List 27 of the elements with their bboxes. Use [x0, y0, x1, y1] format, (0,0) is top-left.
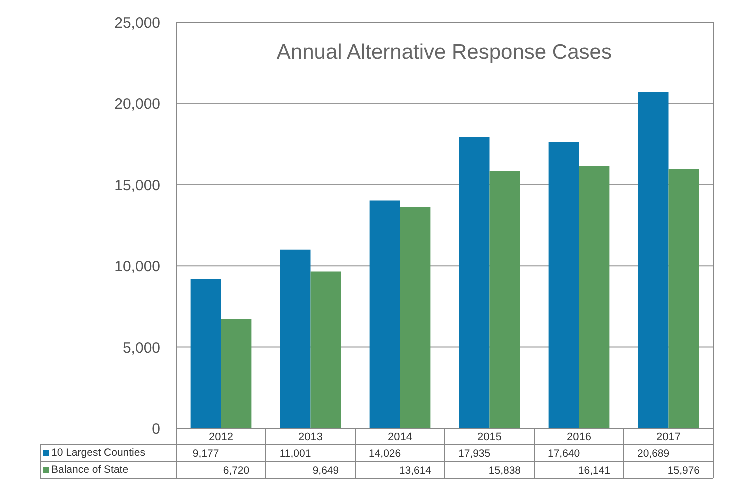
legend-label: Balance of State — [52, 464, 129, 476]
x-tick-label: 2012 — [209, 432, 234, 444]
data-label: 6,720 — [223, 465, 250, 477]
y-tick-label: 20,000 — [114, 96, 161, 114]
x-tick-label: 2015 — [478, 432, 502, 444]
text: Annual Alternative Response Cases — [276, 41, 612, 64]
data-label: 15,976 — [668, 465, 700, 477]
data-label: 17,935 — [458, 448, 491, 460]
y-tick-label: 5,000 — [122, 340, 161, 357]
data-label: 20,689 — [637, 448, 670, 460]
data-label: 16,141 — [578, 465, 611, 477]
y-tick-label: 0 — [152, 421, 160, 438]
x-tick-label: 2014 — [388, 432, 412, 444]
x-tick-label: 2016 — [567, 432, 592, 444]
y-tick-label: 10,000 — [114, 258, 161, 276]
data-label: 17,640 — [548, 448, 580, 460]
data-label: 13,614 — [399, 465, 432, 477]
data-label: 14,026 — [368, 448, 402, 460]
data-label: 9,649 — [312, 465, 340, 477]
data-label: 11,001 — [280, 448, 312, 460]
legend-label: 10 Largest Counties — [52, 447, 146, 459]
y-tick-label: 25,000 — [114, 15, 161, 32]
data-label: 9,177 — [192, 448, 220, 460]
x-tick-label: 2017 — [656, 432, 681, 444]
x-tick-label: 2013 — [298, 432, 323, 444]
data-label: 15,838 — [488, 465, 522, 477]
y-tick-label: 15,000 — [114, 177, 161, 194]
